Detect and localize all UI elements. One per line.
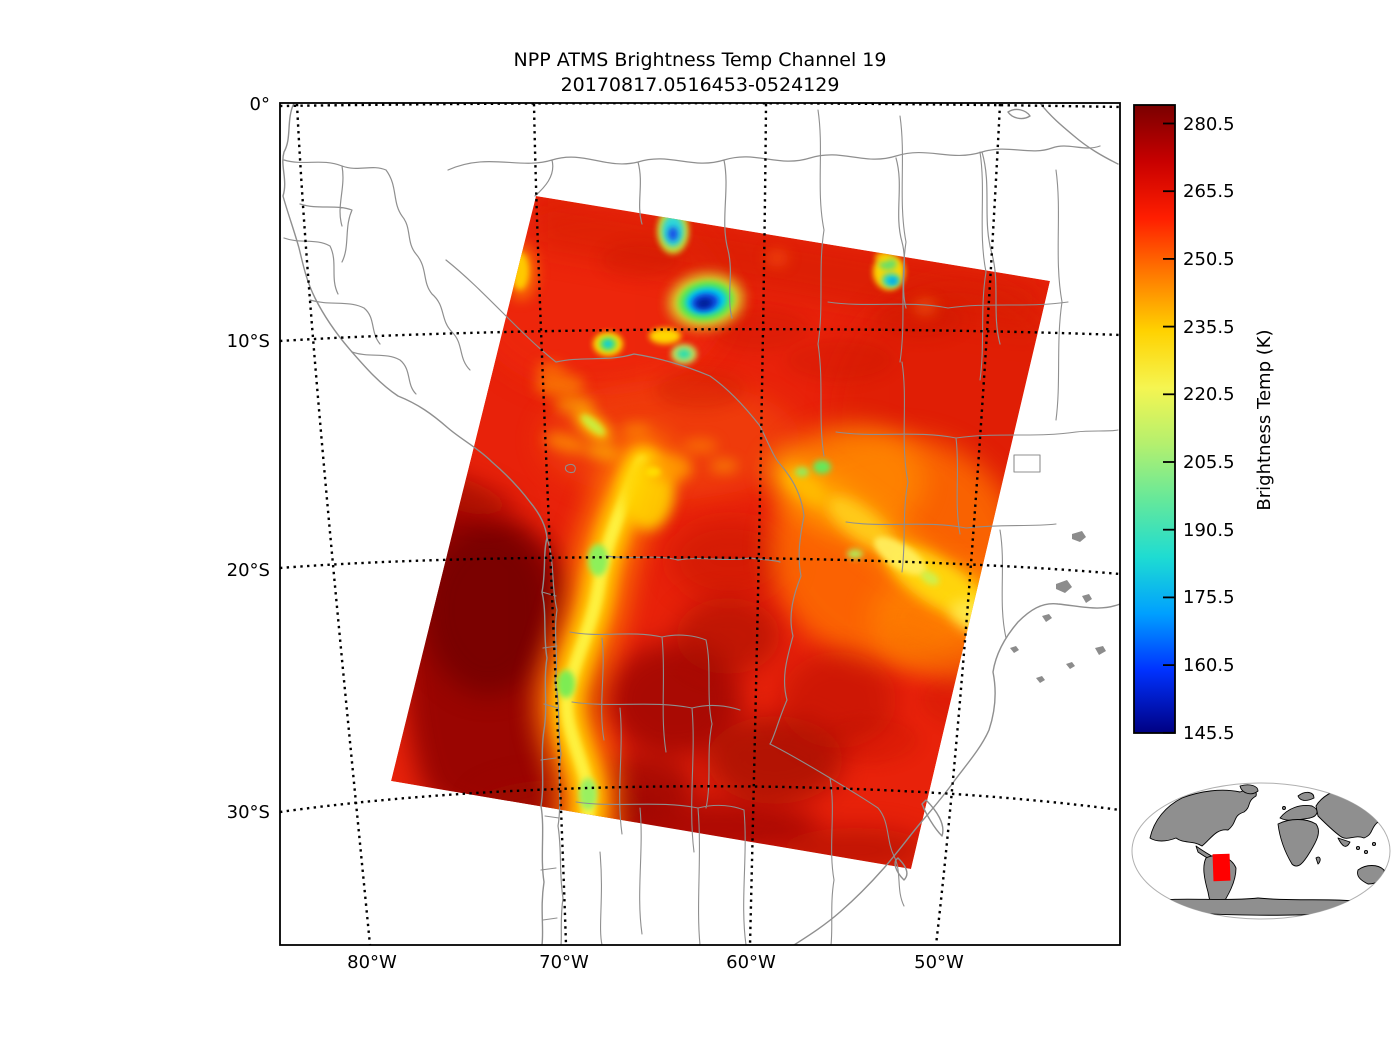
north-america bbox=[1149, 789, 1257, 847]
lat-label-10s: 10°S bbox=[227, 331, 270, 352]
svg-text:160.5: 160.5 bbox=[1183, 655, 1235, 676]
colorbar-gradient bbox=[1134, 105, 1175, 733]
coastlines-and-borders bbox=[282, 103, 1120, 945]
lon-label-60w: 60°W bbox=[726, 952, 776, 973]
lat-label-0: 0° bbox=[250, 94, 270, 115]
atlantic-coastline bbox=[793, 103, 1120, 945]
meridian-50w bbox=[934, 103, 1002, 945]
graticule bbox=[280, 103, 1120, 945]
meridian-60w bbox=[748, 103, 768, 945]
lat-label-30s: 30°S bbox=[227, 802, 270, 823]
cold-spot-west bbox=[593, 332, 623, 356]
country-state-borders bbox=[283, 159, 805, 945]
island bbox=[1363, 849, 1369, 855]
svg-text:250.5: 250.5 bbox=[1183, 249, 1235, 270]
madagascar bbox=[1315, 856, 1321, 865]
lon-label-80w: 80°W bbox=[347, 952, 397, 973]
amazon-rivers bbox=[447, 145, 1101, 345]
meridian-70w bbox=[532, 103, 568, 945]
antarctica bbox=[1145, 897, 1369, 916]
island bbox=[1282, 806, 1286, 810]
globe-continents bbox=[1145, 784, 1390, 916]
brazil-state-borders bbox=[817, 109, 1119, 639]
lat-label-20s: 20°S bbox=[227, 560, 270, 581]
svg-text:145.5: 145.5 bbox=[1183, 723, 1235, 744]
map-frame bbox=[279, 102, 1121, 946]
pacific-coastline bbox=[282, 103, 548, 945]
africa bbox=[1277, 819, 1319, 867]
map-panel: 0° 10°S 20°S 30°S 80°W 70°W 60°W 50°W bbox=[227, 94, 1121, 973]
argentina-province-borders bbox=[540, 463, 905, 945]
figure-subtitle: 20170817.0516453-0524129 bbox=[561, 74, 840, 96]
colorbar-tick-labels: 280.5 265.5 250.5 235.5 220.5 205.5 190.… bbox=[1183, 114, 1235, 744]
andes-cold-band bbox=[535, 431, 692, 869]
cold-spot-center bbox=[649, 328, 697, 364]
island bbox=[1371, 841, 1377, 847]
inset-globe bbox=[1131, 782, 1391, 920]
svg-text:190.5: 190.5 bbox=[1183, 520, 1235, 541]
svg-text:220.5: 220.5 bbox=[1183, 384, 1235, 405]
colorbar-axis-label: Brightness Temp (K) bbox=[1254, 329, 1275, 510]
india bbox=[1337, 837, 1351, 847]
svg-text:265.5: 265.5 bbox=[1183, 181, 1235, 202]
cold-spot-east bbox=[873, 252, 905, 290]
axis-labels: 0° 10°S 20°S 30°S 80°W 70°W 60°W 50°W bbox=[227, 94, 964, 973]
figure-title: NPP ATMS Brightness Temp Channel 19 bbox=[514, 49, 887, 71]
swath-coverage-box bbox=[1212, 853, 1231, 882]
svg-text:235.5: 235.5 bbox=[1183, 317, 1235, 338]
scandinavia bbox=[1297, 791, 1315, 801]
lon-label-50w: 50°W bbox=[914, 952, 964, 973]
parallel-10s bbox=[280, 327, 1120, 343]
urban-areas bbox=[1010, 531, 1106, 683]
colorbar-tickmarks bbox=[1163, 122, 1175, 734]
colorbar-frame bbox=[1133, 104, 1176, 734]
parallel-20s bbox=[280, 556, 1120, 576]
cold-spot-main bbox=[669, 273, 743, 329]
island bbox=[1355, 845, 1361, 851]
greenland bbox=[1239, 784, 1259, 795]
swath-heatmap bbox=[391, 196, 1050, 869]
colorbar: 280.5 265.5 250.5 235.5 220.5 205.5 190.… bbox=[1133, 104, 1275, 744]
svg-text:280.5: 280.5 bbox=[1183, 114, 1235, 135]
svg-text:175.5: 175.5 bbox=[1183, 587, 1235, 608]
svg-text:205.5: 205.5 bbox=[1183, 452, 1235, 473]
lon-label-70w: 70°W bbox=[539, 952, 589, 973]
